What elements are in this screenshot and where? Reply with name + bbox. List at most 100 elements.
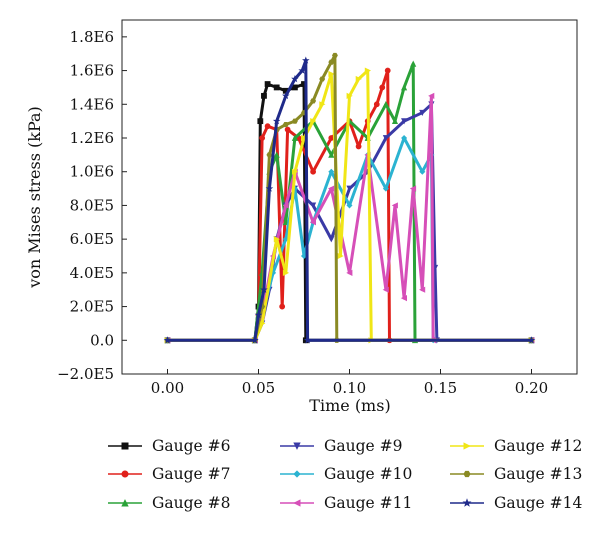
legend-entry: Gauge #9 [280, 437, 402, 455]
data-point [310, 168, 316, 175]
legend-entry: Gauge #8 [108, 494, 230, 512]
y-axis-title: von Mises stress (kPa) [25, 106, 44, 289]
legend-label: Gauge #13 [494, 465, 582, 483]
data-point [279, 303, 286, 310]
series-line [167, 136, 532, 342]
x-tick-label: 0.00 [151, 379, 184, 397]
data-point [284, 126, 291, 133]
legend-label: Gauge #12 [494, 437, 582, 455]
legend-label: Gauge #10 [324, 465, 412, 483]
legend-marker [293, 470, 301, 478]
data-point [260, 285, 268, 293]
legend-label: Gauge #11 [324, 494, 412, 512]
y-tick-label: 1.8E6 [70, 28, 114, 46]
data-point [373, 101, 380, 108]
data-point [259, 135, 266, 141]
data-point [382, 185, 389, 192]
legend-label: Gauge #6 [152, 437, 230, 455]
legend: Gauge #6 Gauge #7 Gauge #8 Gauge #9 Gauge #1… [108, 437, 582, 512]
x-axis-ticks: 0.00 0.05 0.10 0.15 0.20 [151, 369, 548, 397]
data-point [291, 75, 299, 83]
legend-marker [293, 442, 301, 450]
y-tick-label: 8.0E5 [70, 196, 114, 214]
data-point [163, 336, 172, 344]
data-point [264, 123, 271, 130]
data-point [319, 101, 326, 108]
data-point [400, 295, 408, 302]
data-point [401, 84, 408, 91]
data-point [384, 67, 391, 74]
data-point [346, 202, 353, 209]
y-tick-label: −2.0E5 [57, 365, 114, 383]
data-point [328, 151, 335, 158]
data-point [382, 135, 389, 142]
plot-frame [121, 19, 578, 375]
legend-marker [121, 470, 129, 478]
data-point [391, 202, 398, 209]
legend-entry: Gauge #10 [280, 465, 412, 483]
data-point [355, 143, 362, 150]
data-point [257, 118, 264, 125]
data-point [291, 168, 299, 175]
data-point [282, 91, 290, 100]
legend-entry: Gauge #6 [108, 437, 230, 455]
y-tick-label: 1.0E6 [70, 163, 114, 181]
data-point [410, 60, 417, 67]
y-tick-label: 1.6E6 [70, 62, 114, 80]
legend-label: Gauge #8 [152, 494, 230, 512]
y-tick-label: 0.0 [90, 331, 114, 349]
data-point [251, 336, 259, 344]
data-point [409, 185, 417, 192]
series-line [167, 102, 532, 342]
data-point [527, 336, 536, 344]
y-tick-label: 1.4E6 [70, 95, 114, 113]
data-point [303, 336, 312, 344]
data-point [328, 168, 335, 175]
y-tick-label: 4.0E5 [70, 264, 114, 282]
data-point [310, 202, 317, 209]
data-point [401, 118, 408, 125]
x-tick-label: 0.05 [242, 379, 275, 397]
data-point [328, 236, 335, 243]
data-point [419, 168, 426, 175]
x-tick-label: 0.15 [424, 379, 457, 397]
data-point [282, 269, 290, 276]
series [164, 92, 535, 344]
legend-marker [293, 499, 301, 507]
x-axis-title: Time (ms) [309, 396, 390, 415]
data-point [265, 184, 274, 192]
legend-marker [121, 442, 129, 450]
legend-label: Gauge #7 [152, 465, 230, 483]
data-point [273, 84, 280, 91]
data-point [291, 134, 298, 141]
data-point [382, 101, 389, 108]
data-point [337, 252, 344, 260]
data-point [291, 118, 298, 124]
data-point [302, 56, 310, 64]
series-line [167, 94, 532, 342]
data-point [364, 67, 371, 74]
data-point [401, 134, 408, 142]
data-point [282, 121, 289, 128]
plot-area: 0.00 0.05 0.10 0.15 0.20 −2.0E5 0.0 2.0E5 4.0E5… [57, 19, 578, 397]
data-point [261, 92, 267, 99]
series [163, 56, 536, 344]
data-point [291, 84, 298, 91]
legend-entry: Gauge #11 [280, 494, 412, 512]
legend-marker [463, 442, 471, 450]
legend-entry: Gauge #13 [450, 465, 582, 483]
data-point [273, 151, 280, 158]
x-tick-label: 0.10 [333, 379, 366, 397]
data-point [346, 92, 353, 99]
data-point [282, 202, 289, 209]
data-point [310, 118, 317, 125]
data-point [328, 70, 335, 78]
data-point [382, 286, 389, 293]
data-point [319, 76, 326, 82]
data-point [310, 98, 317, 104]
x-tick-label: 0.20 [515, 379, 548, 397]
data-point [301, 134, 308, 142]
y-tick-label: 1.2E6 [70, 129, 114, 147]
legend-entry: Gauge #7 [108, 465, 230, 483]
